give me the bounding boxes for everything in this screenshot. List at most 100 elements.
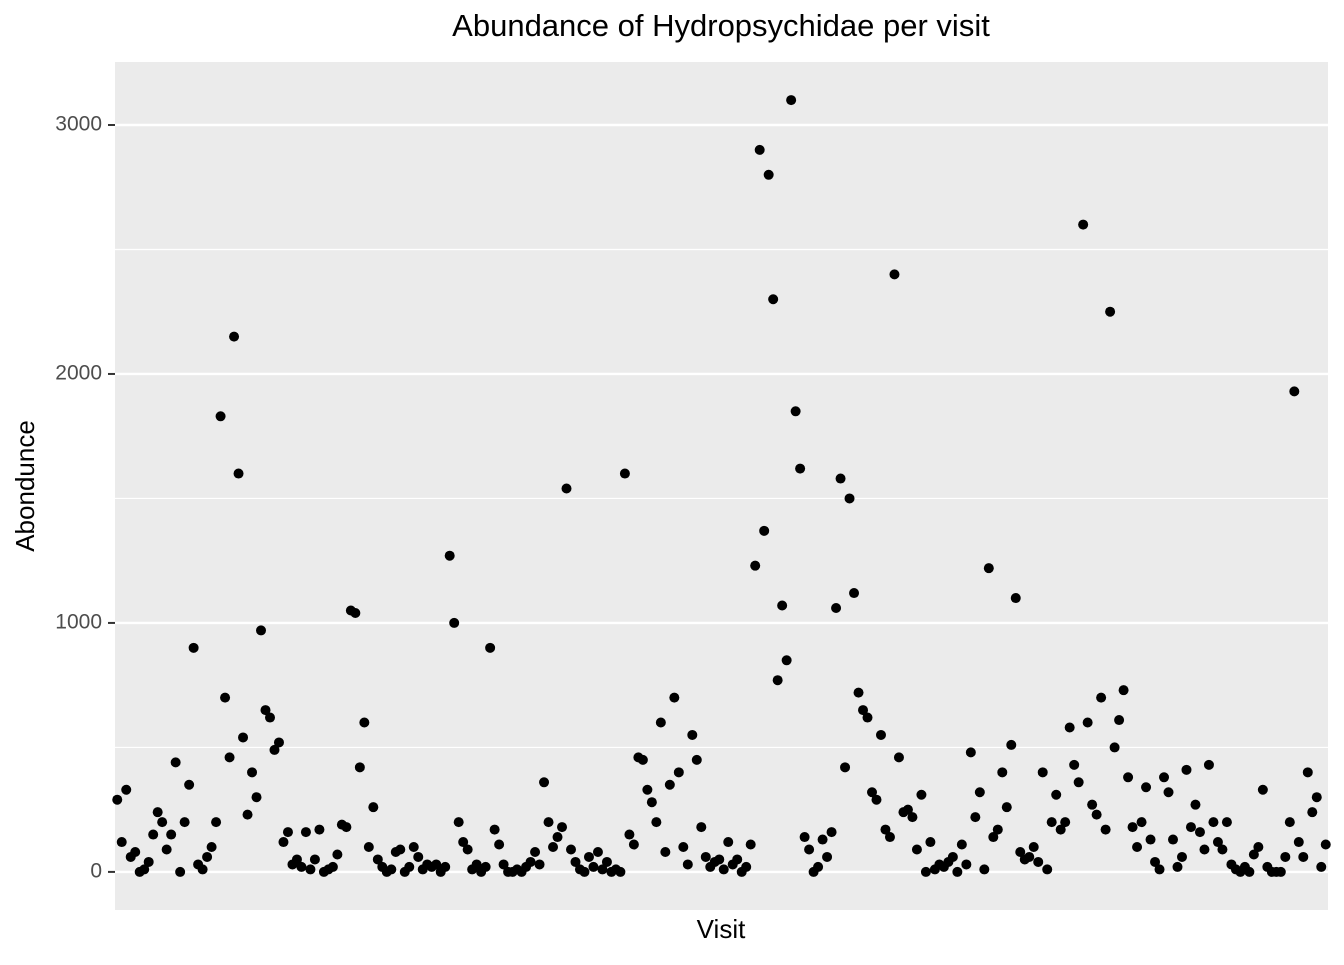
point: [525, 856, 536, 867]
point: [867, 787, 878, 798]
point: [148, 829, 159, 840]
point: [359, 717, 370, 728]
point: [1118, 685, 1129, 696]
point: [997, 767, 1008, 778]
point: [534, 859, 545, 870]
point: [588, 861, 599, 872]
point: [925, 837, 936, 848]
point: [1091, 809, 1102, 820]
point: [759, 525, 770, 536]
y-tick-label: 1000: [55, 610, 102, 633]
point: [485, 642, 496, 653]
point: [1069, 759, 1080, 770]
point: [579, 866, 590, 877]
point: [1037, 767, 1048, 778]
chart-title: Abundance of Hydropsychidae per visit: [452, 8, 990, 43]
point: [291, 854, 302, 865]
point: [530, 846, 541, 857]
point: [750, 560, 761, 571]
point: [947, 851, 958, 862]
point: [646, 797, 657, 808]
point: [1055, 824, 1066, 835]
point: [1185, 822, 1196, 833]
point: [745, 839, 756, 850]
x-axis-label: Visit: [697, 914, 746, 944]
point: [817, 834, 828, 845]
point: [453, 817, 464, 828]
point: [372, 854, 383, 865]
point: [691, 754, 702, 765]
point: [1114, 715, 1125, 726]
point: [152, 807, 163, 818]
point: [296, 861, 307, 872]
point: [777, 600, 788, 611]
point: [813, 861, 824, 872]
point: [1064, 722, 1075, 733]
point: [1253, 842, 1264, 853]
point: [583, 851, 594, 862]
point: [754, 144, 765, 155]
point: [763, 169, 774, 180]
point: [992, 824, 1003, 835]
point: [314, 824, 325, 835]
y-tick-label: 3000: [55, 113, 102, 136]
point: [278, 837, 289, 848]
point: [902, 804, 913, 815]
point: [1042, 864, 1053, 875]
point: [1082, 717, 1093, 728]
point: [494, 839, 505, 850]
point: [592, 846, 603, 857]
point: [1006, 739, 1017, 750]
y-axis-label: Abondunce: [10, 420, 40, 552]
point: [112, 794, 123, 805]
point: [229, 331, 240, 342]
point: [202, 851, 213, 862]
point: [143, 856, 154, 867]
point: [772, 675, 783, 686]
point: [354, 762, 365, 773]
point: [444, 550, 455, 561]
point: [911, 844, 922, 855]
point: [790, 406, 801, 417]
point: [1154, 864, 1165, 875]
point: [179, 817, 190, 828]
point: [305, 864, 316, 875]
point: [1217, 844, 1228, 855]
point: [835, 473, 846, 484]
point: [170, 757, 181, 768]
point: [628, 839, 639, 850]
point: [1051, 789, 1062, 800]
point: [1096, 692, 1107, 703]
point: [1163, 787, 1174, 798]
point: [1024, 851, 1035, 862]
point: [386, 864, 397, 875]
point: [242, 809, 253, 820]
point: [916, 789, 927, 800]
point: [489, 824, 500, 835]
point: [139, 864, 150, 875]
point: [197, 864, 208, 875]
point: [220, 692, 231, 703]
point: [1015, 846, 1026, 857]
point: [1257, 784, 1268, 795]
point: [350, 607, 361, 618]
point: [1123, 772, 1134, 783]
point: [642, 784, 653, 795]
y-tick-label: 0: [90, 859, 102, 882]
point: [961, 859, 972, 870]
point: [1159, 772, 1170, 783]
point: [206, 842, 217, 853]
point: [224, 752, 235, 763]
point: [718, 864, 729, 875]
point: [300, 827, 311, 838]
point: [1293, 837, 1304, 848]
point: [660, 846, 671, 857]
point: [1275, 866, 1286, 877]
point: [1298, 851, 1309, 862]
point: [768, 294, 779, 305]
point: [1212, 837, 1223, 848]
point: [1073, 777, 1084, 788]
point: [781, 655, 792, 666]
point: [1248, 849, 1259, 860]
point: [700, 851, 711, 862]
